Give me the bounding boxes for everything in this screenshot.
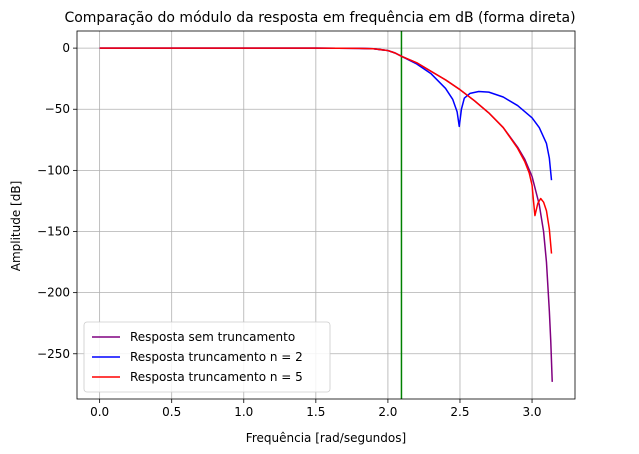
y-tick-label: −50 bbox=[45, 102, 70, 116]
series-layer bbox=[99, 47, 553, 382]
series-line-2 bbox=[99, 47, 553, 181]
x-tick-label: 0.5 bbox=[162, 405, 181, 419]
x-tick-label: 0.0 bbox=[90, 405, 109, 419]
legend-label: Resposta truncamento n = 5 bbox=[130, 370, 303, 384]
legend-label: Resposta sem truncamento bbox=[130, 330, 295, 344]
y-tick-label: −200 bbox=[37, 286, 70, 300]
y-tick-label: −250 bbox=[37, 347, 70, 361]
x-axis-ticks: 0.0 0.5 1.0 1.5 2.0 2.5 3.0 bbox=[90, 399, 542, 419]
y-axis-ticks: 0 −50 −100 −150 −200 −250 bbox=[37, 41, 77, 361]
chart-title: Comparação do módulo da resposta em freq… bbox=[64, 10, 575, 26]
legend-label: Resposta truncamento n = 2 bbox=[130, 350, 303, 364]
x-tick-label: 1.5 bbox=[306, 405, 325, 419]
y-tick-label: −150 bbox=[37, 225, 70, 239]
y-axis-label: Amplitude [dB] bbox=[9, 181, 23, 272]
plot-frame bbox=[76, 30, 576, 400]
x-axis-label: Frequência [rad/segundos] bbox=[246, 431, 406, 445]
series-line-3 bbox=[99, 47, 553, 254]
x-tick-label: 2.5 bbox=[450, 405, 469, 419]
x-tick-label: 1.0 bbox=[234, 405, 253, 419]
y-tick-label: −100 bbox=[37, 163, 70, 177]
y-tick-label: 0 bbox=[62, 41, 70, 55]
legend-box bbox=[83, 321, 331, 393]
x-tick-label: 3.0 bbox=[522, 405, 541, 419]
x-tick-label: 2.0 bbox=[378, 405, 397, 419]
legend: Resposta sem truncamento Resposta truncam… bbox=[83, 321, 331, 393]
